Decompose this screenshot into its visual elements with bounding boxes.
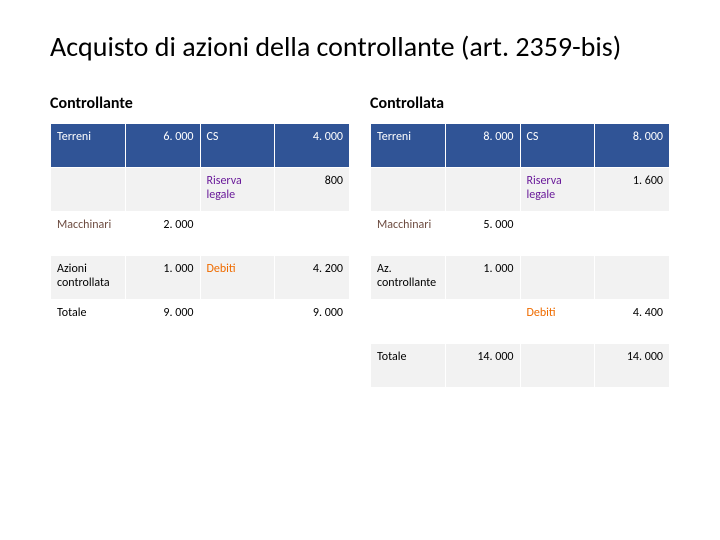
table-cell (200, 299, 275, 343)
table-cell: Debiti (520, 299, 595, 343)
tables-container: Controllante Terreni6. 000CS4. 000Riserv… (50, 94, 670, 388)
table-cell: 1. 000 (125, 255, 200, 299)
right-section: Controllata Terreni8. 000CS8. 000Riserva… (370, 94, 670, 388)
left-section: Controllante Terreni6. 000CS4. 000Riserv… (50, 94, 350, 388)
table-row: Totale9. 0009. 000 (51, 299, 350, 343)
table-cell: Riserva legale (200, 167, 275, 211)
table-row: Az. controllante1. 000 (371, 255, 670, 299)
table-cell: 14. 000 (595, 343, 670, 387)
table-row: Macchinari2. 000 (51, 211, 350, 255)
table-row: Debiti4. 400 (371, 299, 670, 343)
table-row: Riserva legale1. 600 (371, 167, 670, 211)
table-cell: CS (520, 123, 595, 167)
table-cell: 14. 000 (445, 343, 520, 387)
table-cell (125, 167, 200, 211)
table-cell (520, 343, 595, 387)
table-cell: 4. 400 (595, 299, 670, 343)
table-cell (595, 255, 670, 299)
table-cell: Macchinari (371, 211, 446, 255)
table-cell (520, 255, 595, 299)
table-cell (51, 167, 126, 211)
table-cell (520, 211, 595, 255)
table-cell: Totale (371, 343, 446, 387)
right-table: Terreni8. 000CS8. 000Riserva legale1. 60… (370, 123, 670, 388)
table-cell: 9. 000 (125, 299, 200, 343)
table-cell: Terreni (51, 123, 126, 167)
table-cell: 4. 200 (275, 255, 350, 299)
table-cell: 1. 600 (595, 167, 670, 211)
table-cell: 8. 000 (445, 123, 520, 167)
table-cell: Totale (51, 299, 126, 343)
table-row: Terreni8. 000CS8. 000 (371, 123, 670, 167)
table-cell: 5. 000 (445, 211, 520, 255)
right-heading: Controllata (370, 94, 670, 113)
table-cell (275, 211, 350, 255)
table-cell: 8. 000 (595, 123, 670, 167)
table-cell: Debiti (200, 255, 275, 299)
table-cell (200, 211, 275, 255)
table-cell (445, 299, 520, 343)
table-cell: Terreni (371, 123, 446, 167)
left-heading: Controllante (50, 94, 350, 113)
table-cell: Az. controllante (371, 255, 446, 299)
table-cell: Macchinari (51, 211, 126, 255)
table-cell: Azioni controllata (51, 255, 126, 299)
table-cell: Riserva legale (520, 167, 595, 211)
table-cell (445, 167, 520, 211)
table-cell: 1. 000 (445, 255, 520, 299)
table-cell (595, 211, 670, 255)
table-cell: 4. 000 (275, 123, 350, 167)
table-cell: 2. 000 (125, 211, 200, 255)
table-row: Totale14. 00014. 000 (371, 343, 670, 387)
table-row: Riserva legale800 (51, 167, 350, 211)
table-cell: CS (200, 123, 275, 167)
table-cell: 6. 000 (125, 123, 200, 167)
table-row: Terreni6. 000CS4. 000 (51, 123, 350, 167)
table-cell: 800 (275, 167, 350, 211)
table-cell (371, 299, 446, 343)
page-title: Acquisto di azioni della controllante (a… (50, 30, 670, 64)
table-cell: 9. 000 (275, 299, 350, 343)
table-cell (371, 167, 446, 211)
left-table: Terreni6. 000CS4. 000Riserva legale800Ma… (50, 123, 350, 344)
table-row: Azioni controllata1. 000Debiti4. 200 (51, 255, 350, 299)
table-row: Macchinari5. 000 (371, 211, 670, 255)
